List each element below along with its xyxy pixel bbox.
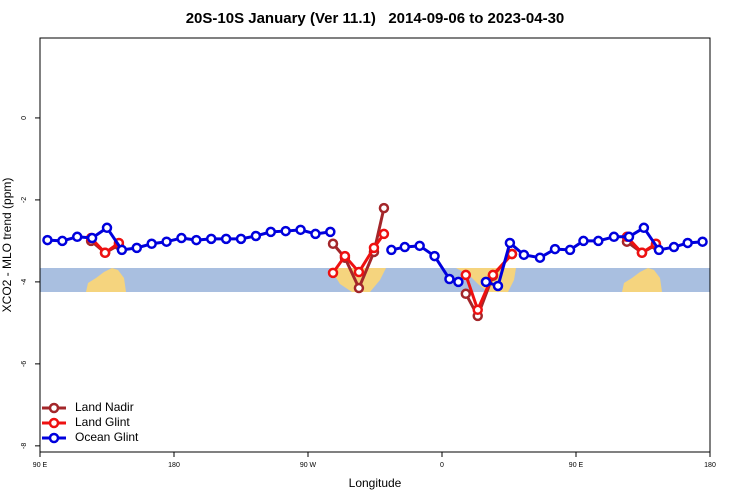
data-point xyxy=(86,232,98,244)
x-tick-label: 90 E xyxy=(33,462,48,469)
data-point xyxy=(368,242,380,254)
y-tick-label: -2 xyxy=(21,197,28,203)
data-point xyxy=(504,237,516,249)
data-point xyxy=(191,234,202,246)
data-point xyxy=(487,269,499,281)
y-tick-label: -6 xyxy=(21,361,28,367)
data-point xyxy=(429,250,440,262)
data-point xyxy=(636,247,648,259)
data-point xyxy=(310,228,321,240)
x-tick-label: 180 xyxy=(168,462,180,469)
y-axis-label: XCO2 - MLO trend (ppm) xyxy=(0,178,14,313)
map-strip xyxy=(40,268,710,292)
data-point xyxy=(146,238,157,250)
data-point xyxy=(549,243,561,255)
data-point xyxy=(593,235,604,247)
data-point xyxy=(472,304,483,316)
data-point xyxy=(414,240,425,252)
data-point xyxy=(378,228,390,240)
data-point xyxy=(518,249,530,261)
data-point xyxy=(668,241,680,253)
x-axis-label: Longitude xyxy=(349,476,402,490)
data-point xyxy=(99,247,111,259)
y-tick-label: 0 xyxy=(21,116,28,120)
data-point xyxy=(399,241,411,253)
data-point xyxy=(638,222,650,234)
data-point xyxy=(57,235,68,247)
data-point xyxy=(325,226,336,238)
legend-marker xyxy=(48,432,60,444)
legend-label: Land Nadir xyxy=(75,400,134,414)
land-shape xyxy=(86,268,126,292)
data-point xyxy=(265,226,277,238)
data-point xyxy=(534,252,546,263)
legend-marker xyxy=(48,417,60,429)
data-point xyxy=(220,233,232,245)
data-point xyxy=(161,236,172,247)
data-point xyxy=(353,282,365,294)
x-tick-label: 0 xyxy=(440,462,444,469)
data-point xyxy=(71,231,83,243)
legend-label: Ocean Glint xyxy=(75,430,139,444)
data-point xyxy=(176,232,187,244)
data-point xyxy=(480,276,492,288)
data-point xyxy=(460,288,472,300)
data-point xyxy=(42,234,53,246)
x-tick-label: 180 xyxy=(704,462,716,469)
data-point xyxy=(453,276,464,288)
legend-marker xyxy=(48,402,60,414)
data-point xyxy=(506,248,518,260)
land-shape xyxy=(330,268,386,292)
y-tick-label: -8 xyxy=(21,443,28,449)
data-point xyxy=(353,266,365,278)
x-tick-label: 90 W xyxy=(300,462,317,469)
data-point xyxy=(339,250,351,262)
data-point xyxy=(378,202,390,214)
data-point xyxy=(205,233,217,245)
data-point xyxy=(697,236,708,247)
data-point xyxy=(386,244,397,256)
data-point xyxy=(492,280,504,292)
data-point xyxy=(444,273,455,285)
land-shape xyxy=(622,268,662,292)
data-point xyxy=(460,269,472,281)
data-point xyxy=(578,235,589,247)
data-point xyxy=(608,231,620,243)
data-point xyxy=(280,225,291,237)
chart-title: 20S-10S January (Ver 11.1) 2014-09-06 to… xyxy=(186,10,565,27)
data-point xyxy=(235,233,247,245)
data-point xyxy=(564,244,576,256)
data-point xyxy=(682,237,693,249)
y-tick-label: -4 xyxy=(21,279,28,285)
legend-label: Land Glint xyxy=(75,415,130,429)
data-point xyxy=(250,230,262,242)
data-point xyxy=(623,231,635,243)
x-tick-label: 90 E xyxy=(569,462,584,469)
data-point xyxy=(131,242,143,254)
data-point xyxy=(327,267,339,279)
data-point xyxy=(295,224,306,236)
data-point xyxy=(653,244,665,256)
data-point xyxy=(101,222,113,234)
plot-frame xyxy=(39,37,711,453)
data-point xyxy=(327,238,339,250)
data-point xyxy=(116,244,128,256)
